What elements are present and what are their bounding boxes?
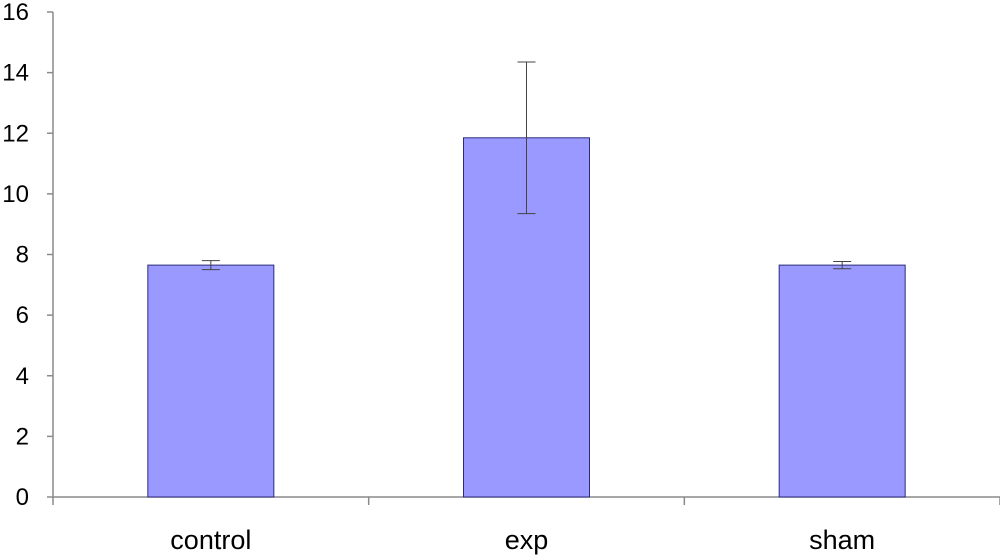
y-tick-label: 10: [2, 181, 29, 208]
y-tick-label: 2: [16, 423, 29, 450]
category-label-sham: sham: [809, 525, 875, 555]
y-tick-label: 16: [2, 0, 29, 26]
x-axis-ticks: [52, 497, 1000, 505]
y-tick-label: 0: [16, 484, 29, 511]
y-tick-label: 4: [16, 363, 29, 390]
bar-sham: [778, 264, 906, 498]
y-tick-label: 6: [16, 302, 29, 329]
error-bar-control: [201, 260, 220, 271]
y-tick-label: 12: [2, 120, 29, 147]
error-bar-sham: [833, 260, 852, 270]
y-tick-label: 8: [16, 242, 29, 269]
bar-control: [147, 264, 275, 498]
y-tick-label: 14: [2, 60, 29, 87]
category-label-control: control: [170, 525, 251, 555]
y-axis-ticks: 0 2 4 6 8 10 12 14 16: [2, 0, 53, 511]
error-bar-exp: [517, 61, 536, 215]
bars: [147, 137, 906, 498]
category-labels: control exp sham: [170, 525, 875, 555]
category-label-exp: exp: [505, 525, 549, 555]
error-bars: [201, 61, 852, 271]
